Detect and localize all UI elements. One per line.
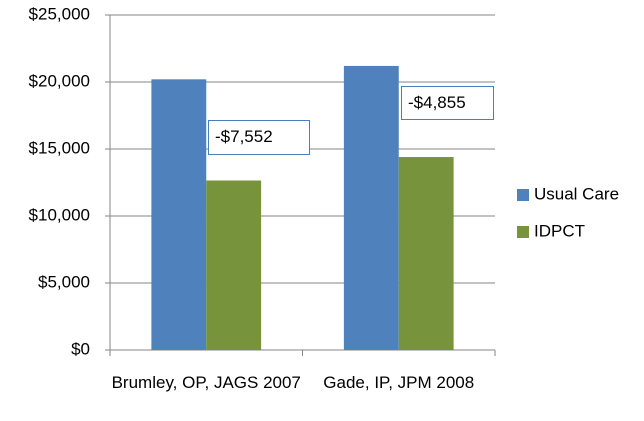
- bar: [343, 65, 399, 351]
- y-tick-label: $20,000: [29, 71, 90, 90]
- legend-label: IDPCT: [534, 221, 585, 240]
- annotation: -$7,552: [208, 120, 310, 155]
- y-tick-label: $0: [71, 339, 90, 358]
- x-tick-label: Brumley, OP, JAGS 2007: [111, 373, 301, 392]
- legend-label: Usual Care: [534, 184, 619, 203]
- bar: [398, 157, 454, 350]
- legend-swatch: [517, 226, 529, 238]
- y-tick-label: $5,000: [38, 272, 90, 291]
- legend-swatch: [517, 189, 529, 201]
- y-tick-label: $15,000: [29, 138, 90, 157]
- bar: [206, 180, 262, 350]
- bar: [151, 79, 207, 350]
- annotation: -$4,855: [401, 86, 494, 120]
- y-tick-label: $10,000: [29, 205, 90, 224]
- y-tick-label: $25,000: [29, 4, 90, 23]
- x-tick-label: Gade, IP, JPM 2008: [323, 373, 475, 392]
